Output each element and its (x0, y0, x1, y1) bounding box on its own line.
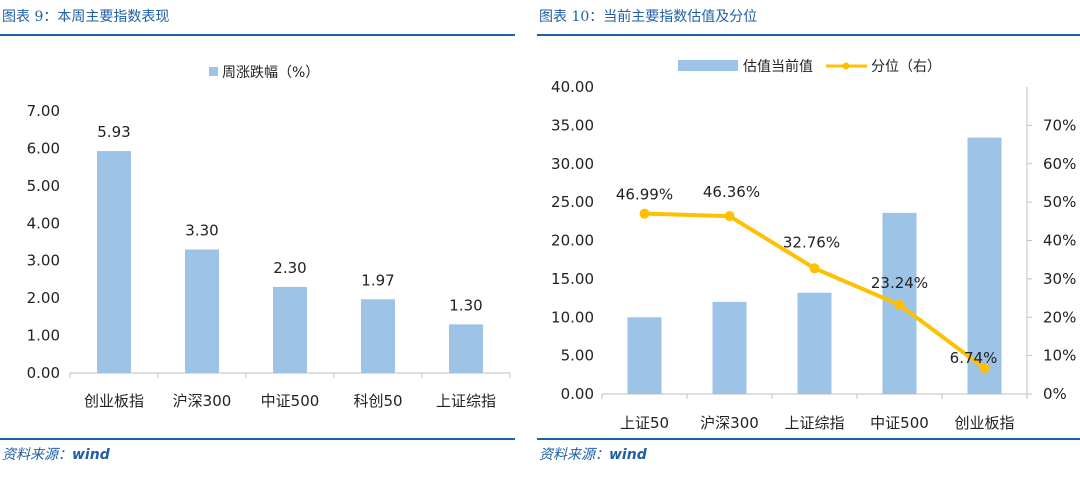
y-tick-label: 7.00 (27, 102, 60, 120)
line-point (979, 363, 990, 374)
x-tick-label: 上证综指 (436, 392, 496, 410)
line-value-label: 46.36% (703, 183, 760, 201)
right-figure-panel: 图表 10：当前主要指数估值及分位 0.00 5.00 10.00 15.00 20.0… (537, 0, 1080, 477)
left-source-label: 资料来源： (2, 447, 72, 463)
y-tick-label: 5.00 (27, 177, 60, 195)
y-tick-label: 6.00 (27, 139, 60, 157)
bar (273, 286, 307, 373)
line-value-label: 23.24% (871, 274, 928, 292)
line-point (809, 263, 820, 274)
legend-line-marker (842, 62, 850, 70)
line-value-label: 6.74% (950, 349, 998, 367)
y2-tick-label: 50% (1043, 193, 1076, 211)
y2-tick-label: 70% (1043, 116, 1076, 134)
y2-tick-label: 20% (1043, 308, 1076, 326)
legend-line-label: 分位（右） (871, 59, 941, 75)
x-tick-label: 上证50 (620, 414, 669, 432)
weekly-change-bar-chart: 0.00 1.00 2.00 3.00 4.00 5.00 6.00 7.00 5.93 创业板指… (27, 65, 511, 410)
y-tick-label: 15.00 (551, 270, 594, 288)
right-bottom-rule (537, 438, 1080, 440)
left-figure-title: 图表 9：本周主要指数表现 (2, 9, 170, 25)
bar (185, 249, 219, 373)
y-tick-label: 20.00 (551, 232, 594, 250)
bar-value-label: 5.93 (97, 123, 130, 141)
y-tick-label: 25.00 (551, 193, 594, 211)
line-value-label: 32.76% (783, 233, 840, 251)
left-source-value: wind (72, 447, 110, 463)
y2-tick-label: 30% (1043, 270, 1076, 288)
x-tick-label: 中证500 (261, 392, 320, 410)
y-tick-label: 35.00 (551, 116, 594, 134)
y2-tick-label: 10% (1043, 347, 1076, 365)
y-tick-label: 10.00 (551, 308, 594, 326)
line-value-label: 46.99% (616, 186, 673, 204)
bar (449, 324, 483, 373)
legend-bar-label: 估值当前值 (743, 58, 813, 75)
y-tick-label: 4.00 (27, 214, 60, 232)
bar (627, 317, 662, 394)
right-source-value: wind (609, 447, 647, 463)
y-tick-label: 30.00 (551, 155, 594, 173)
bar-value-label: 2.30 (273, 259, 306, 277)
x-tick-label: 沪深300 (700, 414, 759, 432)
x-tick-label: 中证500 (870, 414, 929, 432)
bar (97, 151, 131, 373)
bar-value-label: 1.97 (361, 271, 394, 289)
legend-swatch (209, 67, 218, 76)
y-tick-label: 5.00 (561, 347, 594, 365)
x-tick-label: 创业板指 (954, 414, 1014, 432)
y2-tick-label: 40% (1043, 232, 1076, 250)
bar (967, 137, 1002, 394)
right-figure-title: 图表 10：当前主要指数估值及分位 (539, 9, 758, 25)
left-bottom-rule (0, 438, 515, 440)
legend-bar-swatch (678, 60, 738, 71)
y2-tick-label: 0% (1043, 385, 1067, 403)
bar-value-label: 3.30 (185, 221, 218, 239)
y-tick-label: 2.00 (27, 289, 60, 307)
y-tick-label: 1.00 (27, 327, 60, 345)
line-point (894, 299, 905, 310)
x-tick-label: 科创50 (353, 392, 402, 410)
right-top-rule (537, 34, 1080, 36)
left-top-rule (0, 34, 515, 36)
right-source-label: 资料来源： (539, 447, 609, 463)
line-point (639, 208, 650, 219)
y-tick-label: 3.00 (27, 252, 60, 270)
y-tick-label: 0.00 (27, 364, 60, 382)
x-tick-label: 创业板指 (84, 392, 144, 410)
bar (712, 301, 747, 394)
left-source-note: 资料来源：wind (2, 444, 110, 464)
bar-value-label: 1.30 (449, 296, 482, 314)
bar (797, 292, 832, 394)
y-tick-label: 0.00 (561, 385, 594, 403)
x-tick-label: 沪深300 (173, 392, 232, 410)
line-point (724, 211, 735, 222)
y-tick-label: 40.00 (551, 78, 594, 96)
legend-label: 周涨跌幅（%） (222, 65, 319, 81)
bar (361, 299, 395, 373)
y2-tick-label: 60% (1043, 155, 1076, 173)
valuation-combo-chart: 0.00 5.00 10.00 15.00 20.00 25.00 30.00 35.00 40… (551, 58, 1076, 432)
left-figure-panel: 图表 9：本周主要指数表现 0.00 1.00 2.00 3.00 4.00 5.00 6.… (0, 0, 515, 477)
x-tick-label: 上证综指 (784, 414, 844, 432)
right-source-note: 资料来源：wind (539, 444, 647, 464)
